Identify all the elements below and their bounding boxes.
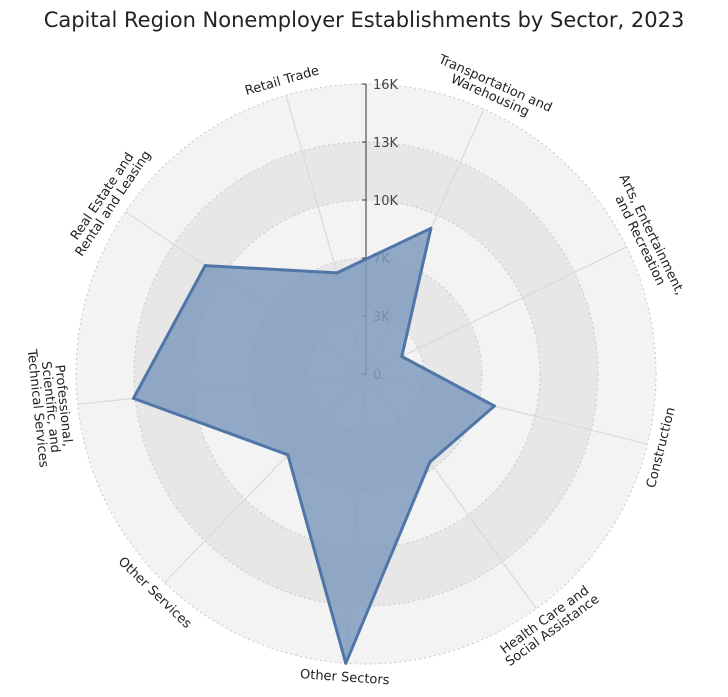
data-point	[344, 661, 348, 665]
radar-series	[131, 226, 496, 665]
series-area	[132, 226, 496, 665]
tick-label: 10K	[373, 194, 399, 209]
tick-label: 16K	[373, 78, 399, 93]
data-point	[492, 404, 496, 408]
chart-title: Capital Region Nonemployer Establishment…	[43, 8, 685, 32]
data-point	[131, 396, 135, 400]
spoke-line	[365, 246, 627, 375]
data-point	[203, 264, 207, 268]
category-label-line: Other Sectors	[300, 667, 391, 688]
data-point	[335, 271, 339, 275]
data-point	[400, 355, 404, 359]
tick-label: 13K	[373, 136, 399, 151]
category-label: Other Sectors	[300, 667, 391, 688]
data-point	[429, 226, 433, 230]
data-point	[428, 460, 432, 464]
data-point	[286, 453, 290, 457]
